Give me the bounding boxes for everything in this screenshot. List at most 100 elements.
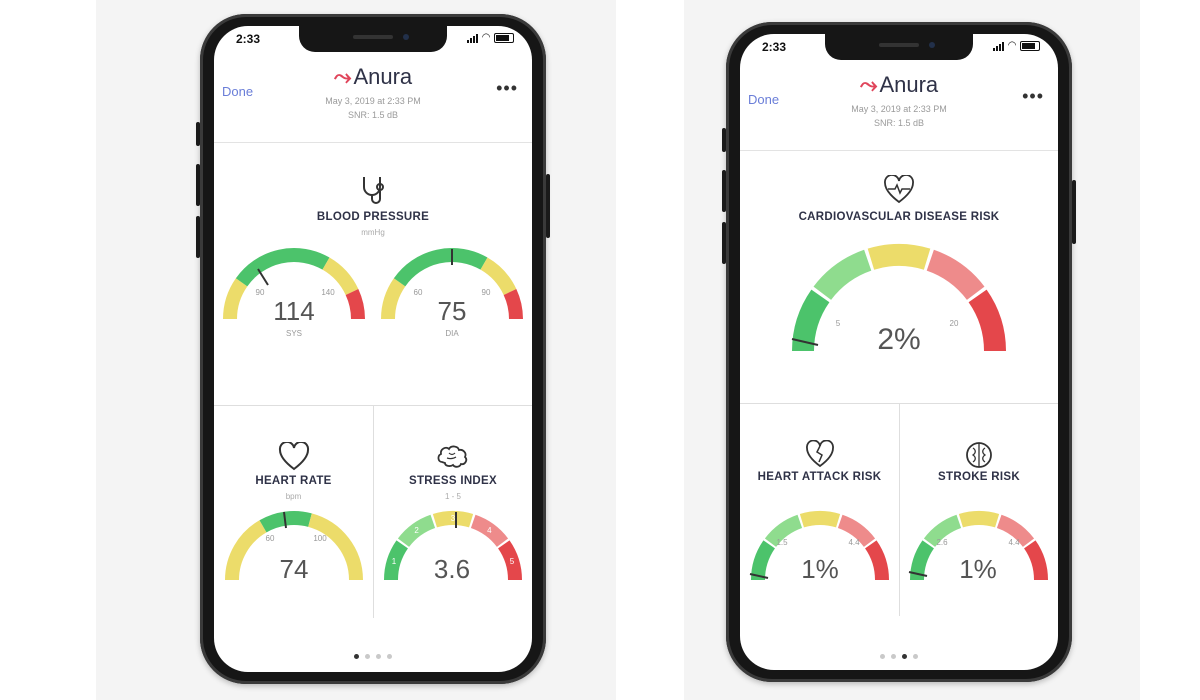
gauge-segment	[345, 289, 365, 320]
stroke-risk-tick-high: 4.4	[1008, 538, 1020, 547]
brand-name: Anura	[353, 64, 413, 89]
gauge-segment	[381, 278, 406, 320]
done-button[interactable]: Done	[748, 92, 780, 107]
status-bar: 2:33 ◠	[214, 30, 532, 50]
volume-up-button	[722, 170, 726, 212]
stress-index-unit: 1 - 5	[444, 492, 461, 501]
gauge-segment	[497, 540, 523, 581]
page-dot-4[interactable]	[387, 654, 392, 659]
cvd-risk-title: CARDIOVASCULAR DISEASE RISK	[798, 211, 1000, 223]
page-indicator[interactable]	[214, 646, 532, 664]
gauge-segment	[432, 511, 474, 528]
page-dot-4[interactable]	[913, 654, 918, 659]
cvd-risk-needle	[791, 338, 819, 346]
cell-divider	[373, 406, 374, 618]
gauge-segment	[926, 249, 985, 301]
gauge-segment	[764, 514, 803, 548]
cell-divider	[899, 404, 900, 616]
cvd-risk-section[interactable]: CARDIOVASCULAR DISEASE RISK 5 20 2%	[740, 151, 1058, 403]
stress-index-card[interactable]: STRESS INDEX 1 - 5 1 2 3 4 5 3.6	[374, 406, 532, 618]
more-menu-button[interactable]: •••	[1022, 86, 1044, 106]
volume-down-button	[722, 222, 726, 264]
page-dot-3[interactable]	[902, 654, 907, 659]
page-dot-3[interactable]	[376, 654, 381, 659]
gauge-segment	[397, 514, 436, 548]
gauge-segment	[322, 257, 359, 296]
measurement-date: May 3, 2019 at 2:33 PM	[325, 96, 421, 106]
section-divider	[740, 403, 1058, 404]
measurement-meta: May 3, 2019 at 2:33 PM SNR: 1.5 dB	[740, 102, 1058, 130]
stress-segment-label: 5	[510, 557, 515, 566]
heart-rate-gauge	[225, 511, 363, 581]
page-dot-1[interactable]	[354, 654, 359, 659]
sys-label: SYS	[285, 329, 302, 338]
side-button	[1072, 180, 1076, 244]
gauge-segment	[393, 248, 488, 287]
stethoscope-icon	[363, 177, 384, 204]
page-dot-2[interactable]	[891, 654, 896, 659]
heart-attack-risk-tick-low: 1.5	[776, 538, 788, 547]
mute-switch	[196, 122, 200, 146]
status-bar: 2:33 ◠	[740, 38, 1058, 58]
more-menu-button[interactable]: •••	[496, 78, 518, 98]
dia-label: DIA	[445, 329, 459, 338]
gauge-segment	[909, 540, 935, 581]
battery-icon	[1020, 41, 1040, 51]
notch	[299, 26, 447, 52]
phone-left: 2:33 ◠ ⤳Anura Done ••• May 3, 2019 at 2:…	[196, 14, 550, 684]
page-dot-2[interactable]	[365, 654, 370, 659]
gauge-segment	[235, 248, 330, 287]
gauge-segment	[867, 244, 931, 270]
measurement-snr: SNR: 1.5 dB	[873, 118, 925, 128]
dia-value: 75	[437, 296, 467, 326]
sys-value: 114	[273, 296, 315, 326]
heart-attack-risk-needle	[749, 573, 769, 579]
side-button	[546, 174, 550, 238]
heart-rate-tick-high: 100	[313, 534, 327, 543]
brand-logo: ⤳Anura	[214, 64, 532, 90]
sys-gauge	[223, 248, 365, 320]
stroke-risk-value: 1%	[959, 554, 997, 584]
sys-tick-high: 140	[321, 288, 335, 297]
gauge-segment	[503, 289, 523, 320]
anura-logo-icon: ⤳	[859, 72, 878, 97]
page-indicator[interactable]	[740, 646, 1058, 664]
wifi-icon: ◠	[1008, 40, 1016, 51]
stroke-risk-card[interactable]: STROKE RISK 2.6 4.4 1%	[900, 404, 1058, 616]
brand-logo: ⤳Anura	[740, 72, 1058, 98]
gauge-segment	[223, 278, 248, 320]
stress-segment-label: 3	[451, 514, 456, 523]
dia-gauge	[381, 248, 523, 320]
gauge-segment	[383, 540, 409, 581]
screen-risks: 2:33 ◠ ⤳Anura Done ••• May 3, 2019 at 2:…	[740, 34, 1058, 670]
notch	[825, 34, 973, 60]
stroke-risk-tick-low: 2.6	[936, 538, 948, 547]
cvd-risk-tick-low: 5	[835, 319, 841, 328]
page-dot-1[interactable]	[880, 654, 885, 659]
stress-segment-label: 2	[414, 526, 419, 535]
gauge-segment	[750, 540, 776, 581]
heart-icon	[278, 442, 309, 471]
gauge-segment	[307, 513, 363, 581]
brain-outline-icon	[966, 442, 992, 468]
anura-logo-icon: ⤳	[333, 64, 352, 89]
volume-down-button	[196, 216, 200, 258]
dia-tick-low: 60	[413, 288, 423, 297]
heart-rate-card[interactable]: HEART RATE bpm 60 100 74	[214, 406, 373, 618]
stress-index-value: 3.6	[433, 554, 471, 584]
gauge-segment	[1023, 540, 1049, 581]
gauge-segment	[837, 514, 876, 548]
stroke-risk-title: STROKE RISK	[938, 471, 1020, 483]
broken-heart-icon	[805, 440, 834, 468]
measurement-date: May 3, 2019 at 2:33 PM	[851, 104, 947, 114]
done-button[interactable]: Done	[222, 84, 254, 99]
heart-rate-needle	[283, 511, 287, 529]
status-time: 2:33	[236, 32, 261, 46]
gauge-segment	[813, 249, 872, 301]
cvd-risk-tick-high: 20	[949, 319, 959, 328]
blood-pressure-title: BLOOD PRESSURE	[316, 211, 430, 223]
heart-attack-risk-card[interactable]: HEART ATTACK RISK 1.5 4.4 1%	[740, 404, 899, 616]
sys-tick-low: 90	[255, 288, 265, 297]
gauge-segment	[225, 520, 267, 581]
stress-index-title: STRESS INDEX	[409, 475, 497, 487]
